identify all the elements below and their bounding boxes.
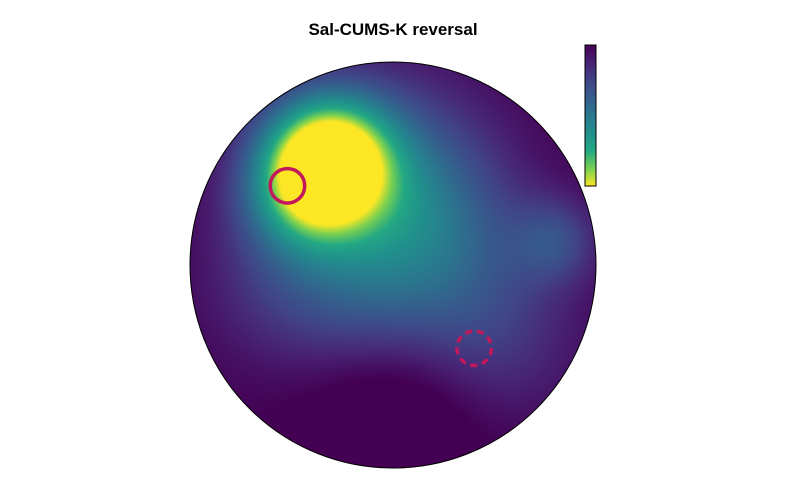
former-platform — [455, 329, 494, 368]
colorbar-gradient — [584, 44, 597, 187]
arena-border — [189, 61, 597, 469]
heatmap-density — [190, 62, 596, 468]
platform-markers — [268, 166, 494, 368]
chart-title: Sal-CUMS-K reversal — [308, 20, 478, 39]
colorbar — [584, 44, 597, 187]
arena — [189, 61, 597, 469]
target-platform — [268, 166, 307, 205]
